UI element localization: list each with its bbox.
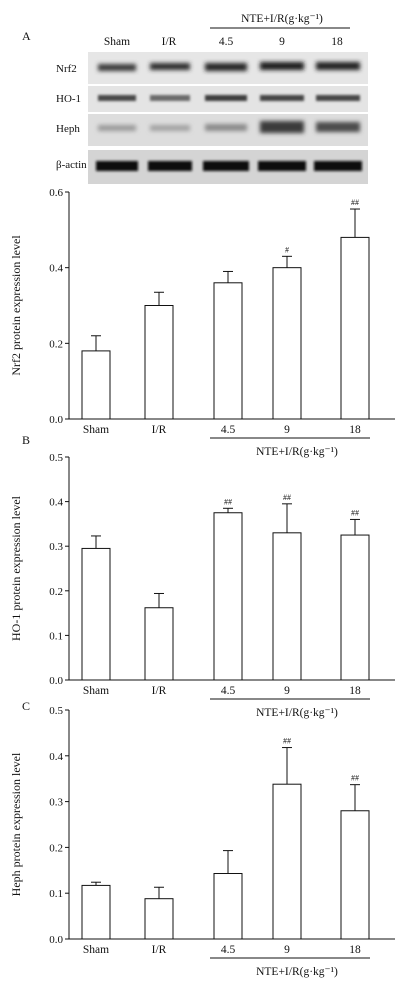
y-tick-label: 0.0 xyxy=(49,414,63,426)
blot-lane-label-ir: I/R xyxy=(162,36,177,48)
panel-letter: B xyxy=(22,433,30,447)
group-label: NTE+I/R(g·kg⁻¹) xyxy=(256,707,338,719)
y-tick-label: 0.4 xyxy=(49,263,63,275)
y-tick-label: 0.2 xyxy=(49,586,63,598)
x-tick-label: I/R xyxy=(152,944,167,956)
blot-bands-nrf2 xyxy=(98,62,360,71)
x-tick-label: 18 xyxy=(349,685,361,697)
western-blot-panel: A Sham I/R 4.5 9 18 NTE+I/R(g·kg⁻¹) Nrf2… xyxy=(22,13,368,184)
y-tick-label: 0.0 xyxy=(49,675,63,687)
blot-bands-ho1 xyxy=(98,95,360,101)
x-tick-label: 9 xyxy=(284,944,290,956)
bar xyxy=(340,534,370,681)
significance-mark: ## xyxy=(224,497,232,506)
group-label: NTE+I/R(g·kg⁻¹) xyxy=(256,966,338,978)
x-tick-label: 18 xyxy=(349,424,361,436)
significance-mark: ## xyxy=(283,737,291,746)
significance-mark: ## xyxy=(351,198,359,207)
y-axis-label: HO-1 protein expression level xyxy=(9,495,23,641)
bar xyxy=(340,236,370,420)
x-tick-label: I/R xyxy=(152,424,167,436)
y-tick-label: 0.4 xyxy=(49,751,63,763)
blot-lane-label-18: 18 xyxy=(331,36,343,48)
x-tick-label: 9 xyxy=(284,685,290,697)
bar xyxy=(272,783,302,940)
y-tick-label: 0.5 xyxy=(49,705,63,717)
x-tick-label: Sham xyxy=(83,685,109,697)
bar xyxy=(144,305,174,420)
bar xyxy=(144,607,174,681)
y-tick-label: 0.3 xyxy=(49,797,63,809)
x-tick-label: I/R xyxy=(152,685,167,697)
panel-letter-a: A xyxy=(22,29,31,43)
blot-lane-label-4-5: 4.5 xyxy=(219,36,234,48)
blot-bands-beta-actin xyxy=(96,161,362,171)
y-tick-label: 0.4 xyxy=(49,497,63,509)
y-tick-label: 0.6 xyxy=(49,187,63,199)
bar-chart-ho1: 0.0 0.1 0.2 0.3 0.4 0.5 HO-1 protein expressio… xyxy=(9,433,395,719)
blot-lane-label-sham: Sham xyxy=(104,36,130,48)
significance-mark: ## xyxy=(351,508,359,517)
blot-band-label-ho1: HO-1 xyxy=(56,93,81,105)
y-tick-label: 0.0 xyxy=(49,934,63,946)
x-tick-label: Sham xyxy=(83,424,109,436)
y-tick-label: 0.5 xyxy=(49,452,63,464)
group-label: NTE+I/R(g·kg⁻¹) xyxy=(256,446,338,458)
bar xyxy=(340,810,370,940)
bar xyxy=(144,898,174,940)
x-tick-label: 4.5 xyxy=(221,424,236,436)
x-tick-label: Sham xyxy=(83,944,109,956)
blot-lane-label-9: 9 xyxy=(279,36,285,48)
y-tick-label: 0.1 xyxy=(49,888,63,900)
y-axis-label: Heph protein expression level xyxy=(9,752,23,896)
blot-band-label-nrf2: Nrf2 xyxy=(56,63,77,75)
bar-chart-heph: 0.0 0.1 0.2 0.3 0.4 0.5 Heph protein expressio… xyxy=(9,699,395,978)
bar xyxy=(81,547,111,681)
blot-band-label-beta-actin: β-actin xyxy=(56,159,87,171)
bar-chart-nrf2: 0.0 0.2 0.4 0.6 Nrf2 protein expression leve… xyxy=(9,187,395,458)
y-tick-label: 0.2 xyxy=(49,338,63,350)
bar xyxy=(81,884,111,940)
bar xyxy=(81,350,111,420)
bar xyxy=(213,282,243,420)
bar xyxy=(272,267,302,420)
bar xyxy=(272,532,302,681)
bar xyxy=(213,873,243,940)
y-axis-label: Nrf2 protein expression level xyxy=(9,235,23,376)
bar xyxy=(213,512,243,681)
significance-mark: # xyxy=(285,245,289,254)
x-tick-label: 4.5 xyxy=(221,944,236,956)
x-tick-label: 4.5 xyxy=(221,685,236,697)
panel-letter: C xyxy=(22,699,30,713)
significance-mark: ## xyxy=(283,493,291,502)
y-tick-label: 0.1 xyxy=(49,630,63,642)
blot-band-label-heph: Heph xyxy=(56,123,80,135)
x-tick-label: 9 xyxy=(284,424,290,436)
blot-bands-heph xyxy=(98,121,360,133)
y-tick-label: 0.3 xyxy=(49,541,63,553)
significance-mark: ## xyxy=(351,774,359,783)
x-tick-label: 18 xyxy=(349,944,361,956)
blot-group-label: NTE+I/R(g·kg⁻¹) xyxy=(241,13,323,25)
y-tick-label: 0.2 xyxy=(49,842,63,854)
